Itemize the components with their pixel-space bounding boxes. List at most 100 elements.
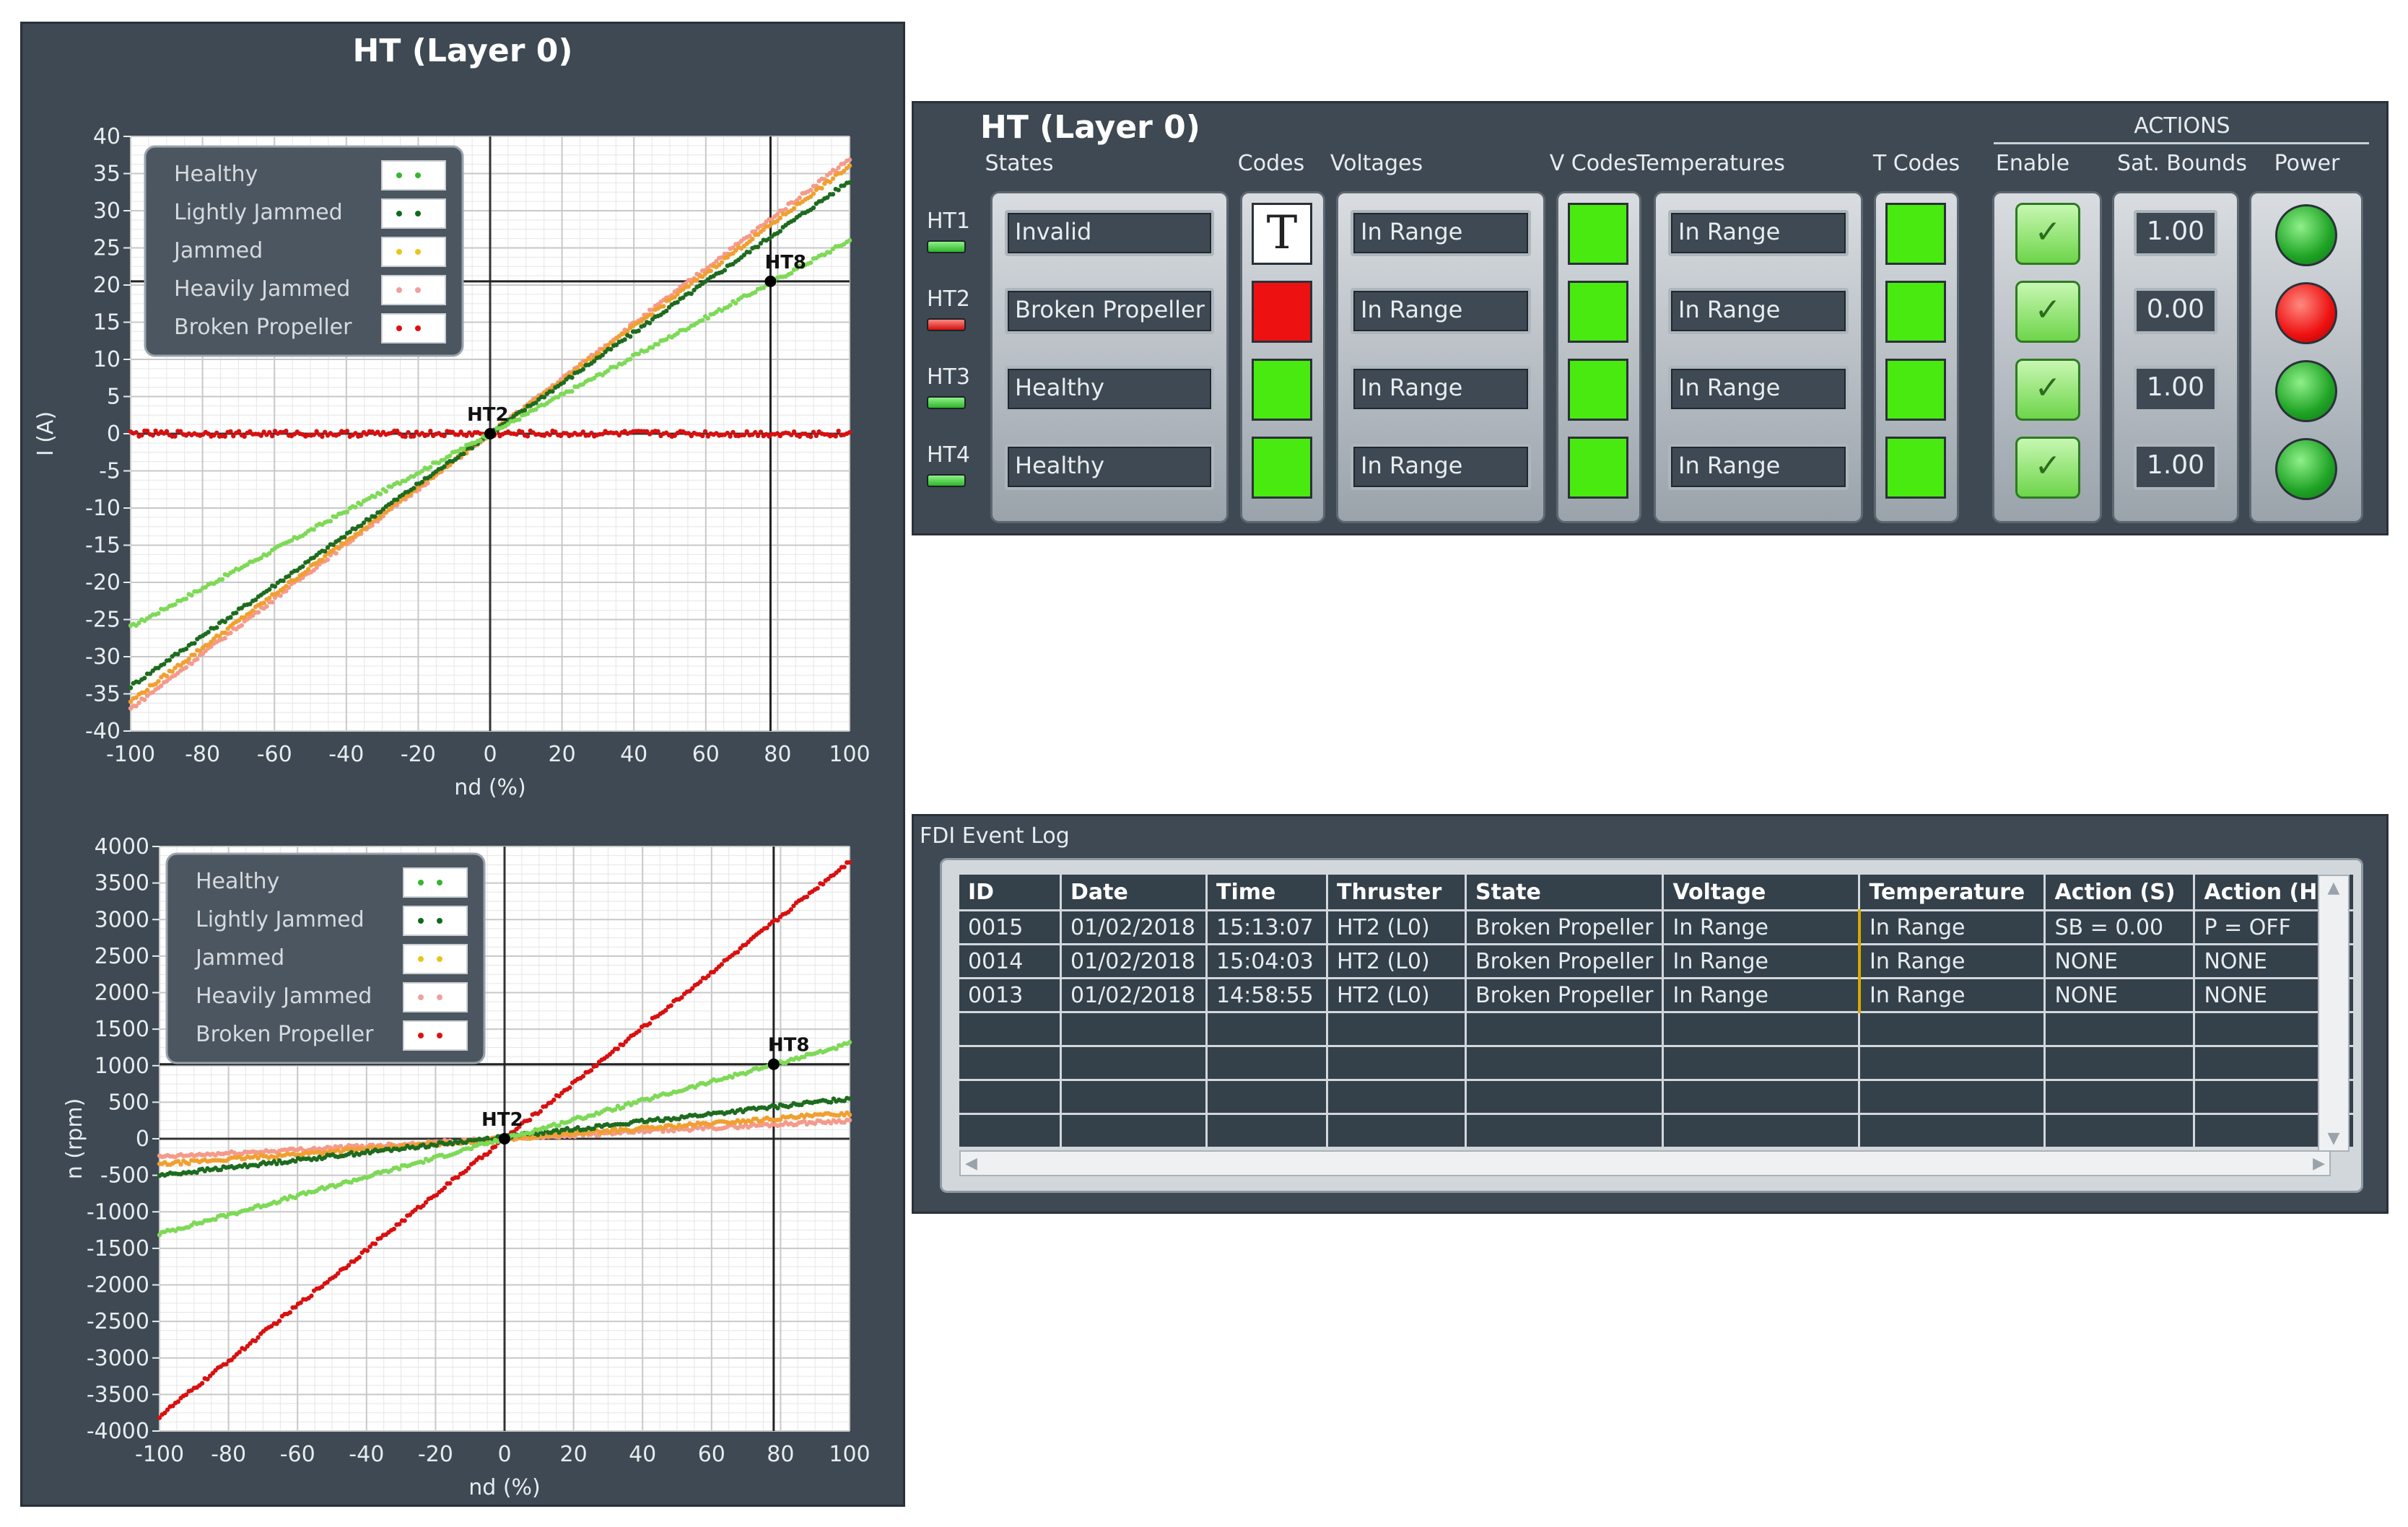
data-point [808,260,813,266]
ht1-code-indicator: T [1252,203,1312,265]
data-point [600,432,605,437]
data-point [365,1248,370,1253]
data-point [777,215,783,221]
event-log-empty-row[interactable] [959,1113,2356,1147]
ht4-power-indicator[interactable] [2275,438,2337,500]
data-point [378,509,383,515]
data-point [735,950,741,955]
data-point [197,648,203,653]
x-tick-label: 0 [483,742,497,767]
data-point [192,652,197,657]
data-point [837,867,842,873]
data-point [314,565,319,570]
data-point [358,523,364,528]
col-temperature[interactable]: Temperature [1859,875,2046,911]
ht1-enable-button[interactable]: ✓ [2015,203,2080,265]
data-point [847,1118,852,1123]
data-point [686,284,692,289]
data-point [407,1212,413,1217]
data-point [173,434,178,439]
col-thruster[interactable]: Thruster [1327,875,1467,911]
data-point [128,699,134,704]
event-log-empty-row[interactable] [959,1045,2356,1080]
header-codes: Codes [1237,151,1305,176]
data-point [847,157,852,162]
data-point [828,1100,834,1105]
cell-id: 0015 [959,909,1062,945]
data-point [222,630,227,636]
ht1-power-indicator[interactable] [2275,204,2337,266]
col-time[interactable]: Time [1206,875,1328,911]
data-point [847,859,852,865]
data-point [550,389,555,394]
x-axis-label: nd (%) [468,1475,541,1500]
data-point [322,429,328,435]
x-tick-label: -60 [257,742,292,767]
empty-cell [1060,1045,1208,1080]
ht4-enable-button[interactable]: ✓ [2015,437,2080,499]
data-point [170,1404,175,1409]
data-point [557,1093,562,1099]
ht4-v-code-indicator [1568,437,1628,499]
ht1-t-code-indicator [1885,203,1946,265]
legend-swatch [403,867,468,898]
ht1-sat-bound-field[interactable]: 1.00 [2134,210,2217,256]
ht4-sat-bound-field[interactable]: 1.00 [2134,444,2217,490]
data-point [189,661,194,666]
y-tick-label: -3000 [87,1346,149,1371]
data-point [183,665,189,670]
data-point [197,588,203,593]
data-point [789,432,794,437]
data-point [671,1129,676,1134]
log-vertical-scrollbar[interactable]: ▲ ▼ [2318,875,2350,1152]
ht3-power-indicator[interactable] [2275,360,2337,422]
data-point [699,274,705,279]
ht2-enable-button[interactable]: ✓ [2015,281,2080,343]
data-point [428,429,433,434]
data-point [448,453,453,458]
ht2-sat-bound-field[interactable]: 0.00 [2134,288,2217,334]
col-state[interactable]: State [1465,875,1665,911]
scroll-left-icon[interactable]: ◀ [965,1155,977,1173]
data-point [479,1155,484,1160]
col-voltage[interactable]: Voltage [1662,875,1861,911]
legend-swatch [403,982,468,1012]
ht3-t-code-indicator [1885,359,1946,421]
data-point [325,545,331,550]
header-temperatures: Temperatures [1636,151,1785,176]
data-point [236,429,242,434]
scroll-right-icon[interactable]: ▶ [2313,1155,2325,1173]
data-point [525,434,531,439]
ht3-enable-button[interactable]: ✓ [2015,359,2080,421]
scroll-up-icon[interactable]: ▲ [2327,879,2340,897]
ht2-power-indicator[interactable] [2275,282,2337,344]
data-point [612,1126,618,1132]
cell-time: 15:04:03 [1206,943,1328,979]
legend-swatch-dot [418,880,424,885]
series-broken-propeller [128,428,852,439]
data-point [183,647,189,652]
data-point [522,408,528,413]
col-id[interactable]: ID [959,875,1062,911]
data-point [663,337,669,342]
col-action-s[interactable]: Action (S) [2044,875,2196,911]
data-point [284,1196,290,1202]
data-point [699,318,705,323]
data-point [414,429,419,434]
event-log-row[interactable]: 0014 01/02/2018 15:04:03 HT2 (L0) Broken Pro… [959,943,2356,979]
scroll-down-icon[interactable]: ▼ [2327,1129,2340,1147]
event-log-empty-row[interactable] [959,1011,2356,1046]
event-log-row[interactable]: 0015 01/02/2018 15:13:07 HT2 (L0) Broken Pro… [959,909,2356,945]
data-point [322,548,328,554]
data-point [708,268,713,274]
log-horizontal-scrollbar[interactable]: ◀ ▶ [959,1150,2331,1176]
empty-cell [1465,1045,1665,1080]
ht1-state-field: Invalid [1005,210,1214,256]
event-log-row[interactable]: 0013 01/02/2018 14:58:55 HT2 (L0) Broken Pro… [959,977,2356,1012]
data-point [164,429,170,434]
col-date[interactable]: Date [1060,875,1208,911]
ht4-t-code-indicator [1885,437,1946,499]
x-tick-label: -20 [401,742,436,767]
ht3-sat-bound-field[interactable]: 1.00 [2134,366,2217,412]
event-log-empty-row[interactable] [959,1079,2356,1114]
